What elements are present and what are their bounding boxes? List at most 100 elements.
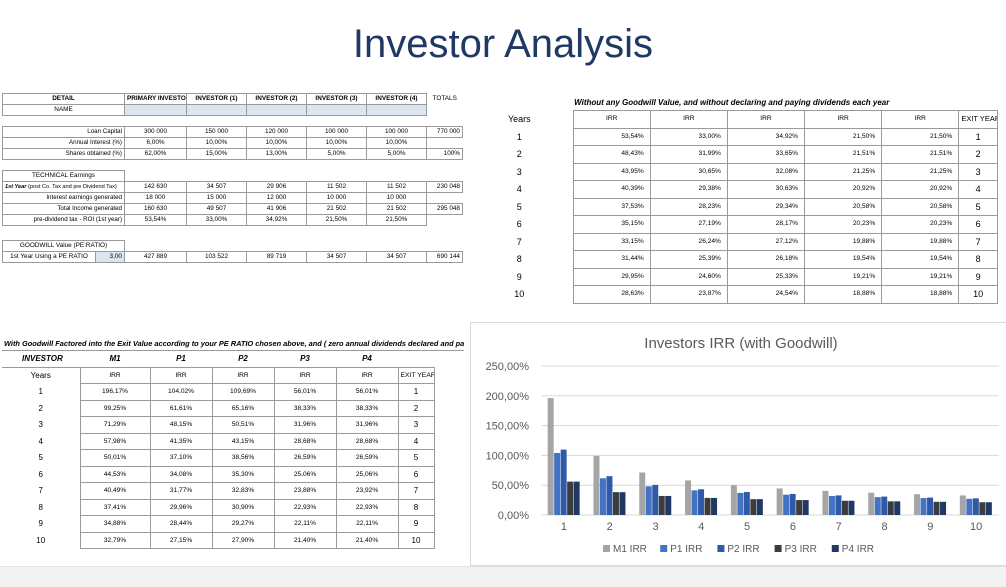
bar-p1-irr-10: [966, 498, 973, 515]
pe-ratio-row: 1st Year Using a PE RATIO 3,00 427 889 1…: [2, 251, 463, 263]
name-label: NAME: [2, 104, 125, 116]
name-row: NAME: [2, 104, 463, 116]
bar-p4-irr-3: [665, 495, 672, 515]
no-goodwill-row: 3 43,95% 30,65% 32,08% 21,25% 21,25% 3: [466, 162, 998, 181]
irr-with-goodwill-table: With Goodwill Factored into the Exit Val…: [2, 337, 465, 549]
with-goodwill-row: 9 34,88% 28,44% 29,27% 22,11% 22,11% 9: [2, 515, 464, 533]
with-goodwill-row: 1 196,17% 104,02% 109,69% 56,01% 56,01% 1: [2, 383, 464, 401]
total-income-row: Total Income generated 160 630 49 507 41…: [2, 203, 463, 215]
with-goodwill-row: 6 44,53% 34,08% 35,30% 25,06% 25,06% 6: [2, 465, 464, 483]
legend-swatch: [717, 545, 725, 552]
bar-p1-irr-8: [874, 497, 881, 515]
bar-p4-irr-7: [848, 500, 855, 515]
header-cell: INVESTOR (3): [306, 93, 367, 105]
first-year-row: 1st Year (post Co. Tax and pre Dividend …: [2, 181, 463, 193]
bar-p2-irr-6: [789, 493, 796, 515]
name-input-cell[interactable]: [246, 104, 307, 116]
goodwill-row: GOODWILL Value (PE:RATIO): [2, 240, 463, 252]
legend-swatch: [774, 545, 782, 552]
bar-p2-irr-2: [606, 476, 613, 515]
legend-swatch: [831, 545, 839, 552]
bar-m1-irr-4: [685, 480, 692, 515]
no-goodwill-row: 5 37,53% 28,23% 29,34% 20,58% 20,58% 5: [466, 197, 998, 216]
shares-row: Shares obtained (%) 62,00% 15,00% 13,00%…: [2, 148, 463, 160]
name-input-cell[interactable]: [186, 104, 247, 116]
with-goodwill-header-row: Years IRR IRR IRR IRR IRR EXIT YEAR: [2, 366, 464, 384]
name-input-cell[interactable]: [306, 104, 367, 116]
page-title: Investor Analysis: [352, 22, 654, 66]
bar-p4-irr-2: [619, 492, 626, 515]
bar-p2-irr-10: [972, 498, 979, 515]
no-goodwill-row: 8 31,44% 25,39% 26,18% 19,54% 19,54% 8: [466, 250, 998, 269]
legend-label: M1 IRR: [613, 544, 647, 555]
legend-label: P2 IRR: [727, 544, 759, 555]
bar-m1-irr-3: [639, 472, 646, 515]
no-goodwill-row: 9 29,95% 24,60% 25,33% 19,21% 19,21% 9: [466, 267, 998, 286]
bar-p3-irr-1: [567, 481, 574, 515]
x-tick-label: 2: [607, 521, 613, 533]
name-input-cell[interactable]: [366, 104, 427, 116]
x-tick-label: 5: [744, 521, 750, 533]
bar-p4-irr-10: [985, 502, 992, 515]
y-tick-label: 200,00%: [486, 391, 530, 403]
x-tick-label: 10: [970, 521, 982, 533]
bar-p4-irr-9: [940, 501, 947, 515]
legend-label: P3 IRR: [785, 544, 817, 555]
detail-header-row: DETAIL PRIMARY INVESTOR INVESTOR (1) INV…: [2, 93, 463, 105]
chart-title: Investors IRR (with Goodwill): [644, 335, 837, 352]
bar-p2-irr-1: [560, 449, 567, 515]
bar-m1-irr-8: [868, 492, 875, 515]
with-goodwill-row: 7 40,49% 31,77% 32,83% 23,88% 23,92% 7: [2, 482, 464, 500]
annual-interest-row: Annual Interest (%) 6,00% 10,00% 10,00% …: [2, 137, 463, 149]
technical-earnings-row: TECHNICAL Earnings: [2, 170, 463, 182]
y-tick-label: 0,00%: [498, 510, 529, 522]
legend-swatch: [660, 545, 668, 552]
with-goodwill-row: 4 57,98% 41,35% 43,15% 28,68% 28,68% 4: [2, 432, 464, 450]
x-tick-label: 4: [698, 521, 704, 533]
pe-ratio-input[interactable]: 3,00: [95, 252, 124, 262]
legend-swatch: [603, 545, 610, 552]
with-goodwill-row: 10 32,79% 27,15% 27,90% 21,40% 21,40% 10: [2, 531, 464, 549]
with-goodwill-row: 2 99,25% 61,61% 65,16% 38,33% 38,33% 2: [2, 399, 464, 417]
header-cell: INVESTOR (4): [366, 93, 427, 105]
bar-p4-irr-8: [894, 501, 901, 515]
no-goodwill-row: 6 35,15% 27,19% 28,17% 20,23% 20,23% 6: [466, 215, 998, 234]
bar-p2-irr-8: [881, 496, 888, 515]
bar-m1-irr-9: [914, 494, 921, 515]
bar-p3-irr-7: [841, 500, 848, 515]
legend-label: P4 IRR: [842, 544, 874, 555]
no-goodwill-title: Without any Goodwill Value, and without …: [574, 98, 890, 107]
bar-m1-irr-2: [593, 455, 600, 515]
bar-p3-irr-8: [887, 501, 894, 515]
y-tick-label: 150,00%: [486, 421, 530, 433]
x-tick-label: 1: [561, 521, 567, 533]
header-cell: DETAIL: [2, 93, 125, 105]
bar-m1-irr-10: [959, 495, 966, 515]
investor-row: INVESTOR M1 P1 P2 P3 P4: [2, 350, 464, 368]
y-tick-label: 250,00%: [486, 361, 530, 373]
bar-p4-irr-5: [756, 499, 763, 515]
with-goodwill-title: With Goodwill Factored into the Exit Val…: [2, 337, 465, 351]
irr-no-goodwill-table: Without any Goodwill Value, and without …: [466, 96, 998, 304]
y-tick-label: 100,00%: [486, 450, 530, 462]
bar-p1-irr-6: [783, 494, 790, 515]
detail-table: DETAIL PRIMARY INVESTOR INVESTOR (1) INV…: [2, 93, 463, 263]
no-goodwill-row: 4 40,39% 29,38% 30,63% 20,92% 20,92% 4: [466, 180, 998, 199]
bar-p4-irr-1: [573, 481, 580, 515]
loan-capital-row: Loan Capital 300 000 150 000 120 000 100…: [2, 126, 463, 138]
irr-chart: Investors IRR (with Goodwill) 0,00% 50,00…: [470, 322, 1006, 566]
header-cell: TOTALS: [432, 95, 457, 102]
bar-m1-irr-1: [547, 398, 554, 515]
bar-p3-irr-6: [796, 500, 803, 515]
bar-p3-irr-10: [979, 502, 986, 515]
with-goodwill-row: 3 71,29% 48,15% 50,51% 31,96% 31,96% 3: [2, 416, 464, 434]
name-input-cell[interactable]: [124, 104, 187, 116]
bar-p4-irr-6: [802, 500, 809, 515]
no-goodwill-row: 1 53,54% 33,00% 34,92% 21,50% 21,50% 1: [466, 127, 998, 146]
header-cell: INVESTOR (1): [186, 93, 247, 105]
bar-p4-irr-4: [711, 497, 718, 515]
x-tick-label: 3: [652, 521, 658, 533]
bar-m1-irr-7: [822, 490, 829, 515]
bar-p2-irr-4: [698, 489, 705, 515]
no-goodwill-header-row: Years IRR IRR IRR IRR IRR EXIT YEAR: [466, 110, 998, 129]
